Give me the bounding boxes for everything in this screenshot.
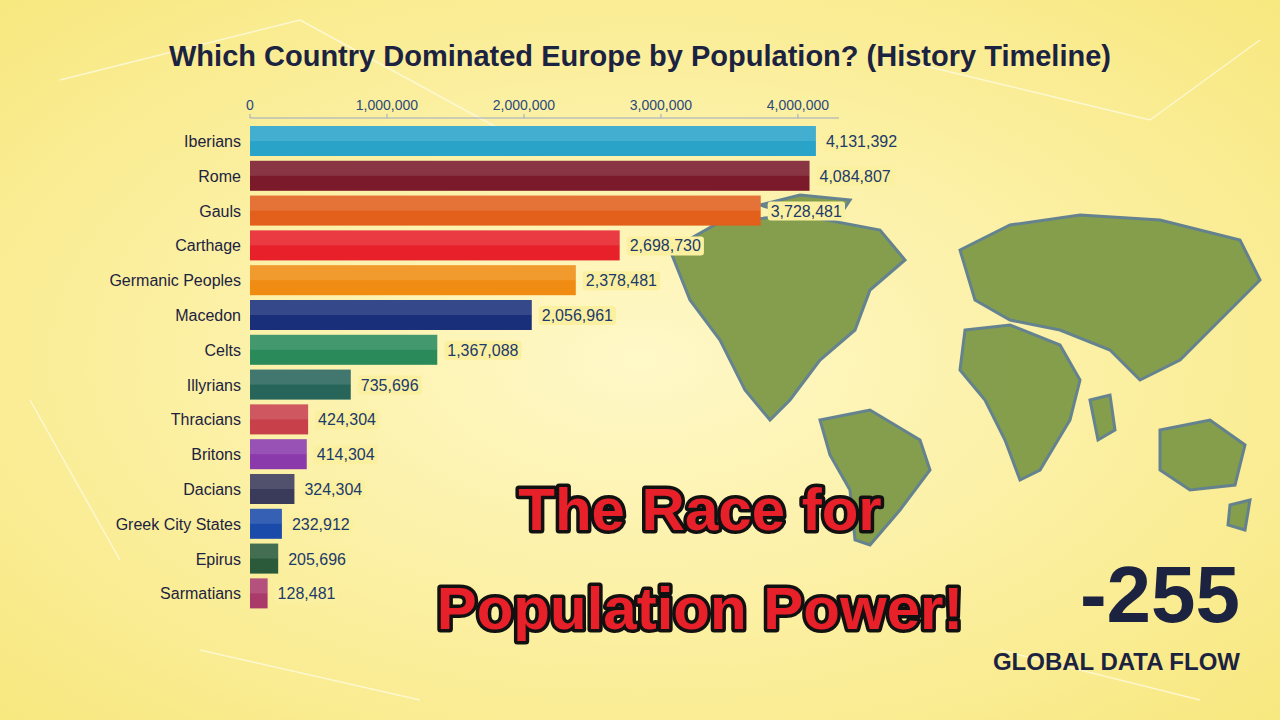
label-patch bbox=[627, 236, 704, 255]
label-patch bbox=[315, 410, 379, 429]
bar bbox=[250, 230, 620, 260]
label-patch bbox=[358, 376, 422, 395]
tick-label: 2,000,000 bbox=[493, 97, 555, 113]
category-label: Gauls bbox=[199, 203, 241, 220]
bar bbox=[250, 544, 278, 574]
category-label: Celts bbox=[205, 342, 241, 359]
bar-shine bbox=[250, 335, 437, 350]
continent bbox=[1160, 420, 1245, 490]
category-label: Illyrians bbox=[187, 377, 241, 394]
data-label: 4,131,392 bbox=[826, 133, 897, 150]
label-patch bbox=[275, 584, 339, 603]
label-patch bbox=[768, 202, 845, 221]
category-label: Rome bbox=[198, 168, 241, 185]
label-patch bbox=[444, 341, 521, 360]
category-label: Germanic Peoples bbox=[109, 272, 241, 289]
chart-root: Which Country Dominated Europe by Popula… bbox=[0, 0, 1280, 720]
bar-shine bbox=[250, 474, 294, 489]
bar-shine bbox=[250, 439, 307, 454]
tick-label: 4,000,000 bbox=[767, 97, 829, 113]
category-label: Thracians bbox=[171, 411, 241, 428]
bar bbox=[250, 126, 816, 156]
tick-mark bbox=[250, 114, 251, 118]
bar bbox=[250, 439, 307, 469]
bar-shine bbox=[250, 230, 620, 245]
brand-label: GLOBAL DATA FLOW bbox=[993, 648, 1240, 675]
category-label: Greek City States bbox=[116, 516, 241, 533]
data-label: 3,728,481 bbox=[771, 203, 842, 220]
bar-shine bbox=[250, 161, 810, 176]
bar-shine bbox=[250, 370, 351, 385]
continent bbox=[670, 215, 905, 420]
continent bbox=[1228, 500, 1250, 530]
category-label: Sarmatians bbox=[160, 585, 241, 602]
label-patch bbox=[285, 550, 349, 569]
labels: Iberians 4,131,392 Rome 4,084,807 Gauls 3,728… bbox=[109, 132, 900, 603]
bar-shine bbox=[250, 300, 532, 315]
title: Which Country Dominated Europe by Popula… bbox=[169, 40, 1111, 72]
label-patch bbox=[289, 515, 353, 534]
data-label: 1,367,088 bbox=[447, 342, 518, 359]
tick-label: 0 bbox=[246, 97, 254, 113]
tick-mark bbox=[386, 114, 387, 118]
category-label: Britons bbox=[191, 446, 241, 463]
data-label: 2,378,481 bbox=[586, 272, 657, 289]
bar-shine bbox=[250, 126, 816, 141]
data-label: 414,304 bbox=[317, 446, 375, 463]
data-label: 205,696 bbox=[288, 551, 346, 568]
tick-mark bbox=[660, 114, 661, 118]
bar-shine bbox=[250, 578, 268, 593]
bar bbox=[250, 474, 294, 504]
data-label: 735,696 bbox=[361, 377, 419, 394]
data-label: 4,084,807 bbox=[820, 168, 891, 185]
bar bbox=[250, 404, 308, 434]
data-label: 2,698,730 bbox=[630, 237, 701, 254]
bar-shine bbox=[250, 404, 308, 419]
network-line bbox=[300, 20, 520, 140]
network-line bbox=[200, 650, 420, 700]
bar bbox=[250, 335, 437, 365]
headline-line: The Race for bbox=[518, 476, 881, 543]
headline: The Race for Population Power! bbox=[437, 476, 964, 642]
tick-label: 1,000,000 bbox=[356, 97, 418, 113]
data-label: 424,304 bbox=[318, 411, 376, 428]
category-label: Epirus bbox=[196, 551, 241, 568]
bar bbox=[250, 161, 810, 191]
headline-line: Population Power! bbox=[437, 575, 964, 642]
data-label: 324,304 bbox=[304, 481, 362, 498]
bar-shine bbox=[250, 196, 761, 211]
bar bbox=[250, 196, 761, 226]
bar bbox=[250, 578, 268, 608]
label-patch bbox=[301, 480, 365, 499]
data-label: 128,481 bbox=[278, 585, 336, 602]
label-patch bbox=[823, 132, 900, 151]
category-label: Dacians bbox=[183, 481, 241, 498]
bar-shine bbox=[250, 544, 278, 559]
continent bbox=[960, 325, 1080, 480]
bar-shine bbox=[250, 509, 282, 524]
tick-mark bbox=[523, 114, 524, 118]
tick-mark bbox=[797, 114, 798, 118]
axis-line bbox=[250, 118, 839, 119]
background bbox=[0, 0, 1280, 720]
bar bbox=[250, 265, 576, 295]
label-patch bbox=[314, 445, 378, 464]
label-patch bbox=[817, 167, 894, 186]
network-line bbox=[1150, 40, 1260, 120]
category-label: Macedon bbox=[175, 307, 241, 324]
label-patch bbox=[583, 271, 660, 290]
tick-label: 3,000,000 bbox=[630, 97, 692, 113]
continent bbox=[1090, 395, 1115, 440]
bar bbox=[250, 300, 532, 330]
year-label: -255 bbox=[1080, 550, 1240, 639]
network-line bbox=[30, 400, 120, 560]
category-label: Iberians bbox=[184, 133, 241, 150]
category-label: Carthage bbox=[175, 237, 241, 254]
data-label: 2,056,961 bbox=[542, 307, 613, 324]
bar-shine bbox=[250, 265, 576, 280]
bar bbox=[250, 509, 282, 539]
label-patch bbox=[539, 306, 616, 325]
bar bbox=[250, 370, 351, 400]
data-label: 232,912 bbox=[292, 516, 350, 533]
